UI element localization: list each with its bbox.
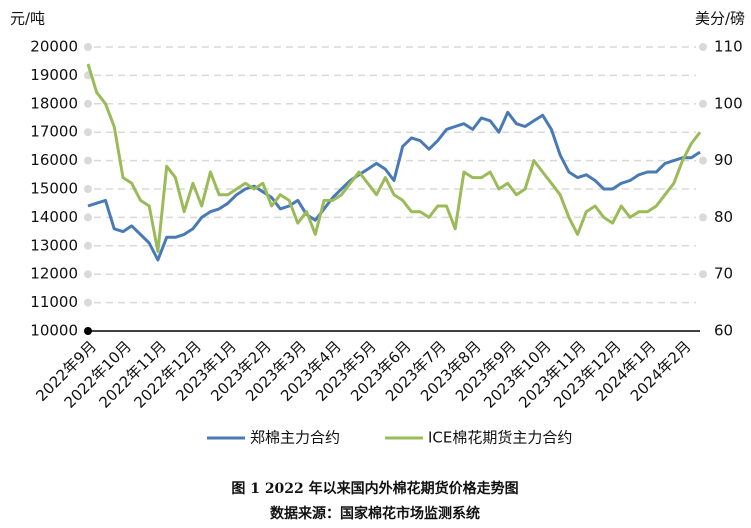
grid-dot <box>84 156 92 165</box>
grid-dot <box>699 213 707 222</box>
y2-tick-label: 90 <box>714 151 733 169</box>
y-tick-label: 19000 <box>30 66 78 84</box>
y-tick-label: 11000 <box>30 293 78 311</box>
y-tick-label: 20000 <box>30 38 78 56</box>
y2-axis-title: 美分/磅 <box>695 10 745 28</box>
y2-tick-label: 110 <box>714 38 743 56</box>
grid-dot <box>699 156 707 165</box>
y-tick-label: 17000 <box>30 123 78 141</box>
axis-dot <box>84 327 92 335</box>
y-tick-label: 14000 <box>30 208 78 226</box>
grid-dot <box>84 128 92 137</box>
y-tick-label: 18000 <box>30 94 78 112</box>
y-tick-label: 10000 <box>30 322 78 340</box>
grid-dot <box>84 213 92 222</box>
grid-dot <box>84 99 92 108</box>
y-tick-label: 15000 <box>30 180 78 198</box>
grid-dot <box>84 241 92 250</box>
grid-dot <box>699 99 707 108</box>
y2-tick-label: 60 <box>714 322 733 340</box>
y2-tick-label: 80 <box>714 208 733 226</box>
caption: 图 1 2022 年以来国内外棉花期货价格走势图 <box>231 480 518 497</box>
grid-dot <box>84 185 92 193</box>
series-line <box>86 63 702 253</box>
legend-label: 郑棉主力合约 <box>250 429 340 447</box>
grid-dot <box>699 43 707 51</box>
y-tick-label: 13000 <box>30 236 78 254</box>
grid-dot <box>84 270 92 279</box>
y-axis-title: 元/吨 <box>10 10 45 28</box>
y2-tick-label: 70 <box>714 265 733 283</box>
y2-tick-label: 100 <box>714 94 743 112</box>
legend-label: ICE棉花期货主力合约 <box>428 429 572 447</box>
grid-dot <box>84 43 92 51</box>
grid-dot <box>699 270 707 279</box>
source: 数据来源：国家棉花市场监测系统 <box>270 505 480 522</box>
series-line <box>87 110 701 262</box>
y-tick-label: 12000 <box>30 265 78 283</box>
grid-dot <box>84 298 92 307</box>
y-tick-label: 16000 <box>30 151 78 169</box>
